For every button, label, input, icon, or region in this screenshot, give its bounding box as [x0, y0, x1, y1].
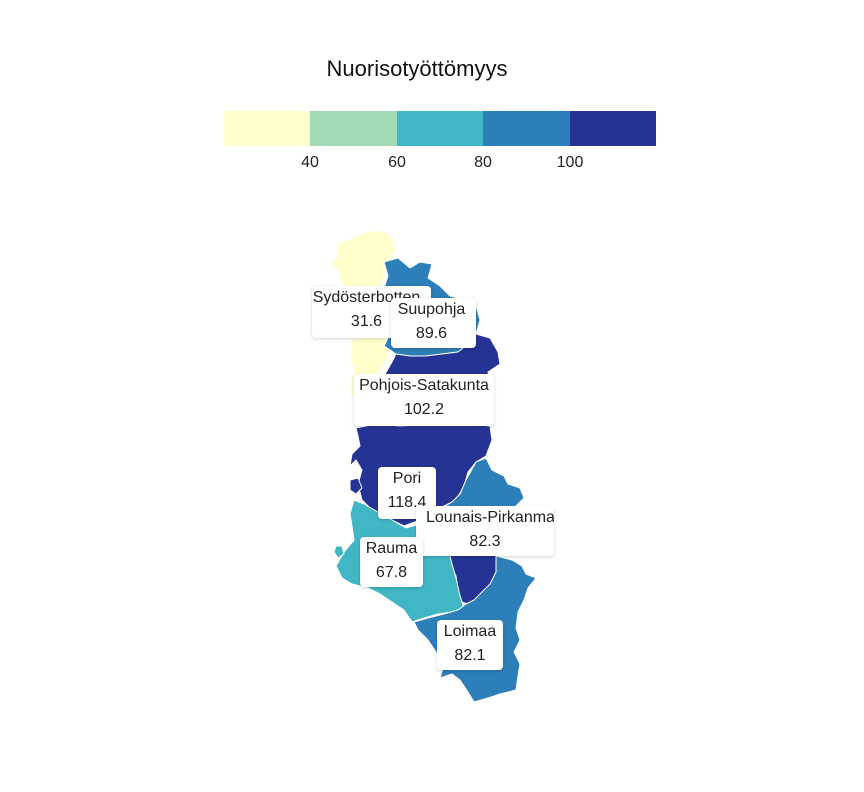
legend-title: Nuorisotyöttömyys: [326, 56, 508, 81]
region-name: Rauma: [365, 540, 418, 557]
legend-swatch-1: [224, 111, 311, 146]
region-label: Loimaa 82.1: [437, 620, 503, 670]
region-name: Suupohja: [397, 301, 466, 318]
region-pori-island: [349, 477, 363, 495]
region-value: 31.6: [350, 313, 383, 330]
region-label: Lounais-Pirkanmaa 82.3: [416, 506, 554, 556]
legend-tick: 100: [556, 154, 584, 171]
legend-tick: 80: [474, 154, 492, 171]
region-label: Suupohja 89.6: [391, 298, 476, 348]
region-label: Rauma 67.8: [360, 537, 423, 587]
region-value: 82.1: [454, 647, 486, 664]
region-value: 102.2: [403, 401, 445, 418]
region-name: Pori: [392, 470, 422, 487]
region-value: 82.3: [469, 533, 501, 550]
region-label: Pohjois-Satakunta 102.2: [354, 374, 494, 426]
legend-swatch-4: [483, 111, 570, 146]
legend-swatch-5: [570, 111, 656, 146]
legend-swatch-2: [310, 111, 397, 146]
region-rauma-island: [333, 545, 345, 559]
region-name: Pohjois-Satakunta: [359, 377, 489, 394]
legend-color-bar: [224, 111, 656, 146]
legend-tick: 60: [388, 154, 406, 171]
legend-tick: 40: [301, 154, 319, 171]
region-value: 67.8: [375, 564, 408, 581]
region-value: 89.6: [415, 325, 448, 342]
region-name: Lounais-Pirkanmaa: [426, 509, 554, 526]
legend-swatch-3: [397, 111, 484, 146]
region-name: Loimaa: [443, 623, 497, 640]
